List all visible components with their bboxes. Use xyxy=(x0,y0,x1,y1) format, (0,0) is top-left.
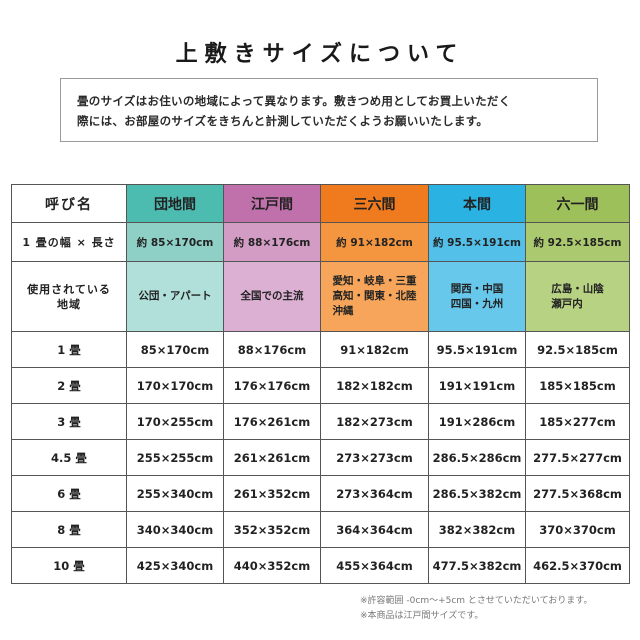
size-cell: 440×352cm xyxy=(223,547,321,584)
size-cell: 255×340cm xyxy=(126,475,224,512)
size-cell: 185×277cm xyxy=(525,403,630,440)
region-lines: 関西・中国四国・九州 xyxy=(451,282,504,312)
size-cell: 170×255cm xyxy=(126,403,224,440)
size-cell: 91×182cm xyxy=(320,331,429,368)
size-cell: 261×261cm xyxy=(223,439,321,476)
intro-line-1: 畳のサイズはお住いの地域によって異なります。敷きつめ用としてお買上いただく xyxy=(77,94,511,108)
size-honma: 約 95.5×191cm xyxy=(428,222,526,262)
footnote-product-size: ※本商品は江戸間サイズです。 xyxy=(360,611,484,621)
size-cell: 477.5×382cm xyxy=(428,547,526,584)
size-cell: 255×255cm xyxy=(126,439,224,476)
size-cell: 273×364cm xyxy=(320,475,429,512)
header-row-region: 使用されている 地域 公団・アパート 全国での主流 愛知・岐阜・三重 高知・関東・… xyxy=(11,261,630,332)
size-cell: 85×170cm xyxy=(126,331,224,368)
region-line: 四国・九州 xyxy=(450,297,504,310)
size-cell: 261×352cm xyxy=(223,475,321,512)
col-header-danchima: 団地間 xyxy=(126,184,224,223)
size-cell: 170×170cm xyxy=(126,367,224,404)
row-label-tatami-count: 4.5 畳 xyxy=(11,439,127,476)
col-header-edoma: 江戸間 xyxy=(223,184,321,223)
size-cell: 92.5×185cm xyxy=(525,331,630,368)
region-line: 関西・中国 xyxy=(450,282,504,295)
header-row-size: 1 畳の幅 × 長さ 約 85×170cm 約 88×176cm 約 91×18… xyxy=(11,222,630,262)
region-line: 全国での主流 xyxy=(240,290,304,302)
size-cell: 88×176cm xyxy=(223,331,321,368)
size-cell: 273×273cm xyxy=(320,439,429,476)
size-cell: 425×340cm xyxy=(126,547,224,584)
region-line: 高知・関東・北陸 xyxy=(332,290,417,302)
region-edoma: 全国での主流 xyxy=(223,261,321,332)
size-edoma: 約 88×176cm xyxy=(223,222,321,262)
row-label-tatami-count: 6 畳 xyxy=(11,475,127,512)
intro-box: 畳のサイズはお住いの地域によって異なります。敷きつめ用としてお買上いただく 際に… xyxy=(60,78,598,142)
col-header-rokuichima: 六一間 xyxy=(525,184,630,223)
size-cell: 277.5×368cm xyxy=(525,475,630,512)
size-cell: 352×352cm xyxy=(223,511,321,548)
region-line: 公団・アパート xyxy=(138,290,212,302)
size-cell: 370×370cm xyxy=(525,511,630,548)
region-line: 瀬戸内 xyxy=(551,297,583,310)
row-label-tatami-count: 8 畳 xyxy=(11,511,127,548)
size-cell: 191×286cm xyxy=(428,403,526,440)
size-cell: 191×191cm xyxy=(428,367,526,404)
row-label-region: 使用されている 地域 xyxy=(11,261,127,332)
size-cell: 462.5×370cm xyxy=(525,547,630,584)
row-label-tatami-count: 2 畳 xyxy=(11,367,127,404)
region-line: 沖縄 xyxy=(332,305,354,317)
footnotes: ※許容範囲 -0cm〜+5cm とさせていただいております。 ※本商品は江戸間サ… xyxy=(360,594,640,624)
table-row: 3 畳 170×255cm 176×261cm 182×273cm 191×286cm 1… xyxy=(11,403,630,440)
table-row: 10 畳 425×340cm 440×352cm 455×364cm 477.5×382… xyxy=(11,547,630,584)
page-title: 上敷きサイズについて xyxy=(175,42,465,67)
size-cell: 364×364cm xyxy=(320,511,429,548)
region-danchima: 公団・アパート xyxy=(126,261,224,332)
size-cell: 286.5×286cm xyxy=(428,439,526,476)
table-row: 8 畳 340×340cm 352×352cm 364×364cm 382×382cm 3… xyxy=(11,511,630,548)
region-rokuichima: 広島・山陰 瀬戸内 xyxy=(525,261,630,332)
table-row: 2 畳 170×170cm 176×176cm 182×182cm 191×191cm 1… xyxy=(11,367,630,404)
size-cell: 176×176cm xyxy=(223,367,321,404)
row-label-tatami-count: 10 畳 xyxy=(11,547,127,584)
row-label-tatami-count: 3 畳 xyxy=(11,403,127,440)
size-cell: 95.5×191cm xyxy=(428,331,526,368)
size-sanrokuma: 約 91×182cm xyxy=(320,222,429,262)
table-row: 4.5 畳 255×255cm 261×261cm 273×273cm 286.5×28… xyxy=(11,439,630,476)
table-row: 1 畳 85×170cm 88×176cm 91×182cm 95.5×191cm 92.… xyxy=(11,331,630,368)
tatami-size-table: 呼び名 団地間 江戸間 三六間 本間 六一間 1 畳の幅 × 長さ 約 85×1… xyxy=(11,184,630,584)
region-sanrokuma: 愛知・岐阜・三重 高知・関東・北陸 沖縄 xyxy=(320,261,429,332)
row-label-tatami-count: 1 畳 xyxy=(11,331,127,368)
size-cell: 185×185cm xyxy=(525,367,630,404)
size-cell: 455×364cm xyxy=(320,547,429,584)
header-row-name: 呼び名 団地間 江戸間 三六間 本間 六一間 xyxy=(11,184,630,223)
size-danchima: 約 85×170cm xyxy=(126,222,224,262)
region-honma: 関西・中国四国・九州 xyxy=(428,261,526,332)
size-cell: 382×382cm xyxy=(428,511,526,548)
region-line: 愛知・岐阜・三重 xyxy=(332,275,417,287)
region-lines: 愛知・岐阜・三重 高知・関東・北陸 沖縄 xyxy=(333,274,417,319)
row-label-region-line-2: 地域 xyxy=(57,297,81,311)
size-cell: 277.5×277cm xyxy=(525,439,630,476)
region-lines: 広島・山陰 瀬戸内 xyxy=(551,282,604,312)
size-rows: 1 畳 85×170cm 88×176cm 91×182cm 95.5×191cm 92.… xyxy=(11,331,630,584)
table-row: 6 畳 255×340cm 261×352cm 273×364cm 286.5×382c… xyxy=(11,475,630,512)
size-cell: 340×340cm xyxy=(126,511,224,548)
intro-line-2: 際には、お部屋のサイズをきちんと計測していただくようお願いいたします。 xyxy=(77,114,489,128)
size-cell: 286.5×382cm xyxy=(428,475,526,512)
footnote-tolerance: ※許容範囲 -0cm〜+5cm とさせていただいております。 xyxy=(360,596,593,606)
size-cell: 182×182cm xyxy=(320,367,429,404)
row-label-size: 1 畳の幅 × 長さ xyxy=(11,222,127,262)
size-cell: 176×261cm xyxy=(223,403,321,440)
region-line: 広島・山陰 xyxy=(551,282,604,295)
col-header-honma: 本間 xyxy=(428,184,526,223)
col-header-sanrokuma: 三六間 xyxy=(320,184,429,223)
size-cell: 182×273cm xyxy=(320,403,429,440)
row-label-name: 呼び名 xyxy=(11,184,127,223)
size-rokuichima: 約 92.5×185cm xyxy=(525,222,630,262)
row-label-region-line-1: 使用されている xyxy=(27,282,111,296)
